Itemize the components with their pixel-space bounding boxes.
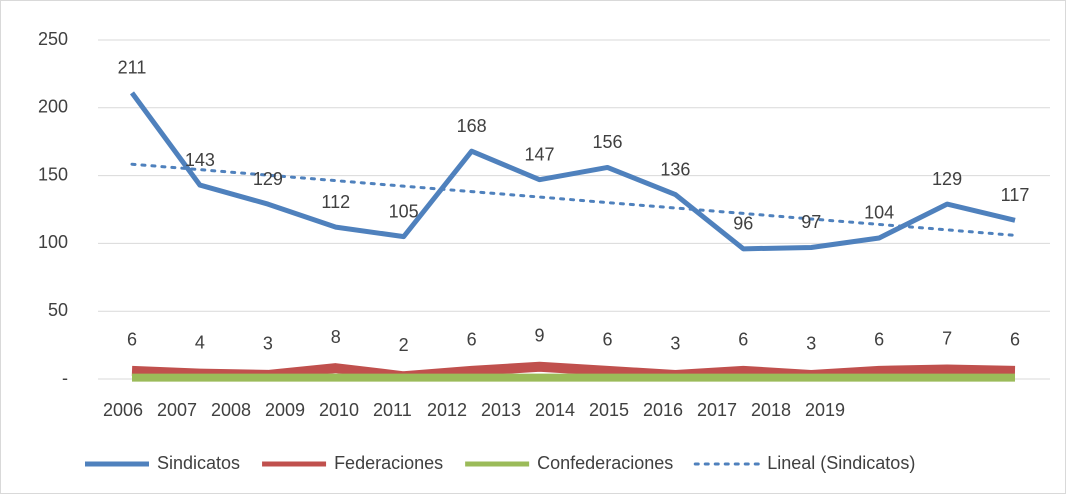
data-label: 97 bbox=[801, 212, 821, 232]
data-label: 136 bbox=[660, 159, 690, 179]
x-tick-label: 2009 bbox=[265, 400, 305, 420]
data-label: 8 bbox=[331, 327, 341, 347]
data-label: 168 bbox=[457, 116, 487, 136]
legend-label: Confederaciones bbox=[537, 453, 673, 473]
data-label: 3 bbox=[806, 334, 816, 354]
series-line bbox=[130, 162, 1017, 237]
data-label: 4 bbox=[195, 332, 205, 352]
data-label: 3 bbox=[670, 334, 680, 354]
legend-label: Federaciones bbox=[334, 453, 443, 473]
x-tick-label: 2019 bbox=[805, 400, 845, 420]
legend-label: Lineal (Sindicatos) bbox=[767, 453, 915, 473]
y-tick-label: 250 bbox=[38, 29, 68, 49]
x-tick-label: 2011 bbox=[373, 400, 412, 420]
data-label: 6 bbox=[1010, 330, 1020, 350]
y-tick-label: 150 bbox=[38, 164, 68, 184]
data-label: 112 bbox=[321, 192, 350, 212]
data-label: 3 bbox=[263, 334, 273, 354]
y-tick-label: 200 bbox=[38, 97, 68, 117]
data-label: 6 bbox=[874, 330, 884, 350]
data-label: 6 bbox=[467, 330, 477, 350]
data-label: 129 bbox=[932, 169, 962, 189]
x-tick-label: 2006 bbox=[103, 400, 143, 420]
data-label: 104 bbox=[864, 203, 894, 223]
x-tick-label: 2015 bbox=[589, 400, 629, 420]
data-label: 6 bbox=[738, 330, 748, 350]
x-tick-label: 2008 bbox=[211, 400, 251, 420]
data-label: 117 bbox=[1001, 185, 1030, 205]
data-label: 147 bbox=[525, 144, 555, 164]
x-tick-label: 2010 bbox=[319, 400, 359, 420]
x-tick-label: 2014 bbox=[535, 400, 575, 420]
series-line bbox=[129, 91, 1016, 252]
y-tick-label: 100 bbox=[38, 232, 68, 252]
data-label: 9 bbox=[535, 326, 545, 346]
data-label: 2 bbox=[399, 335, 409, 355]
legend-label: Sindicatos bbox=[157, 453, 240, 473]
y-tick-label: - bbox=[62, 368, 68, 388]
x-tick-label: 2017 bbox=[697, 400, 737, 420]
data-label: 6 bbox=[602, 330, 612, 350]
x-tick-label: 2012 bbox=[427, 400, 467, 420]
data-label: 211 bbox=[118, 58, 147, 78]
x-tick-label: 2007 bbox=[157, 400, 197, 420]
data-label: 156 bbox=[592, 132, 622, 152]
x-tick-label: 2016 bbox=[643, 400, 683, 420]
x-tick-label: 2013 bbox=[481, 400, 521, 420]
data-label: 143 bbox=[185, 150, 215, 170]
data-label: 105 bbox=[389, 201, 419, 221]
data-label: 129 bbox=[253, 169, 283, 189]
y-tick-label: 50 bbox=[48, 300, 68, 320]
x-tick-label: 2018 bbox=[751, 400, 791, 420]
data-label: 7 bbox=[942, 328, 952, 348]
data-label: 6 bbox=[127, 330, 137, 350]
data-label: 96 bbox=[733, 214, 753, 234]
